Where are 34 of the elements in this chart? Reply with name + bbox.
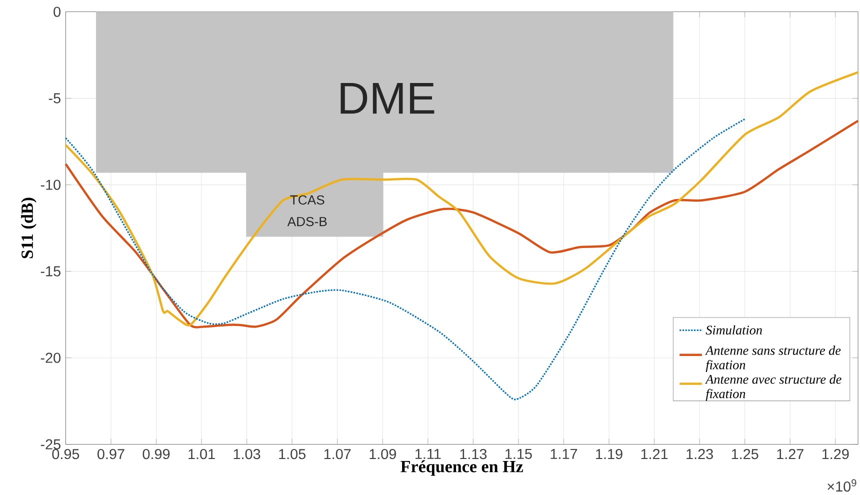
x-axis-title: Fréquence en Hz — [400, 460, 524, 476]
annotation: ADS-B — [287, 216, 327, 226]
x-tick-label: 1.17 — [550, 448, 578, 459]
y-tick-label: -5 — [48, 93, 60, 104]
x-tick-label: 1.05 — [279, 448, 306, 459]
x-tick-label: 1.27 — [777, 448, 804, 459]
x-tick-label: 0.95 — [52, 448, 80, 459]
line-series — [64, 71, 860, 326]
y-tick-label: -20 — [40, 352, 60, 363]
x-tick-label: 1.29 — [822, 448, 849, 459]
text: ×10$^{9}$ — [828, 479, 856, 492]
x-tick-label: 1.01 — [188, 448, 215, 459]
annotation: DME — [340, 82, 434, 114]
x-tick-label: 0.97 — [98, 448, 124, 459]
y-tick-label: -15 — [40, 266, 60, 276]
y-tick-label: 0 — [54, 6, 60, 17]
x-tick-label: 1.09 — [370, 448, 396, 459]
annotation: TCAS — [290, 195, 324, 204]
legend-label: Antenne sans structure de fixation — [704, 345, 841, 372]
x-tick-label: 1.13 — [460, 448, 487, 459]
x-tick-label: 1.07 — [324, 448, 351, 459]
y-tick-label: -10 — [40, 180, 60, 190]
y-axis-title: S11 (dB) — [21, 198, 36, 258]
x-tick-label: 0.99 — [142, 448, 170, 459]
y-tick-label: -25 — [40, 439, 60, 450]
x-tick-label: 1.11 — [416, 448, 441, 459]
x-tick-label: 1.15 — [506, 448, 532, 459]
legend-label: Antenne avec structure de fixation — [704, 374, 842, 401]
x-tick-label: 1.19 — [596, 448, 622, 459]
x-tick-label: 1.21 — [641, 448, 668, 459]
x-tick-label: 1.23 — [686, 448, 713, 459]
x-tick-label: 1.25 — [732, 448, 758, 459]
legend-label: Simulation — [706, 325, 762, 334]
x-tick-label: 1.03 — [234, 448, 260, 459]
